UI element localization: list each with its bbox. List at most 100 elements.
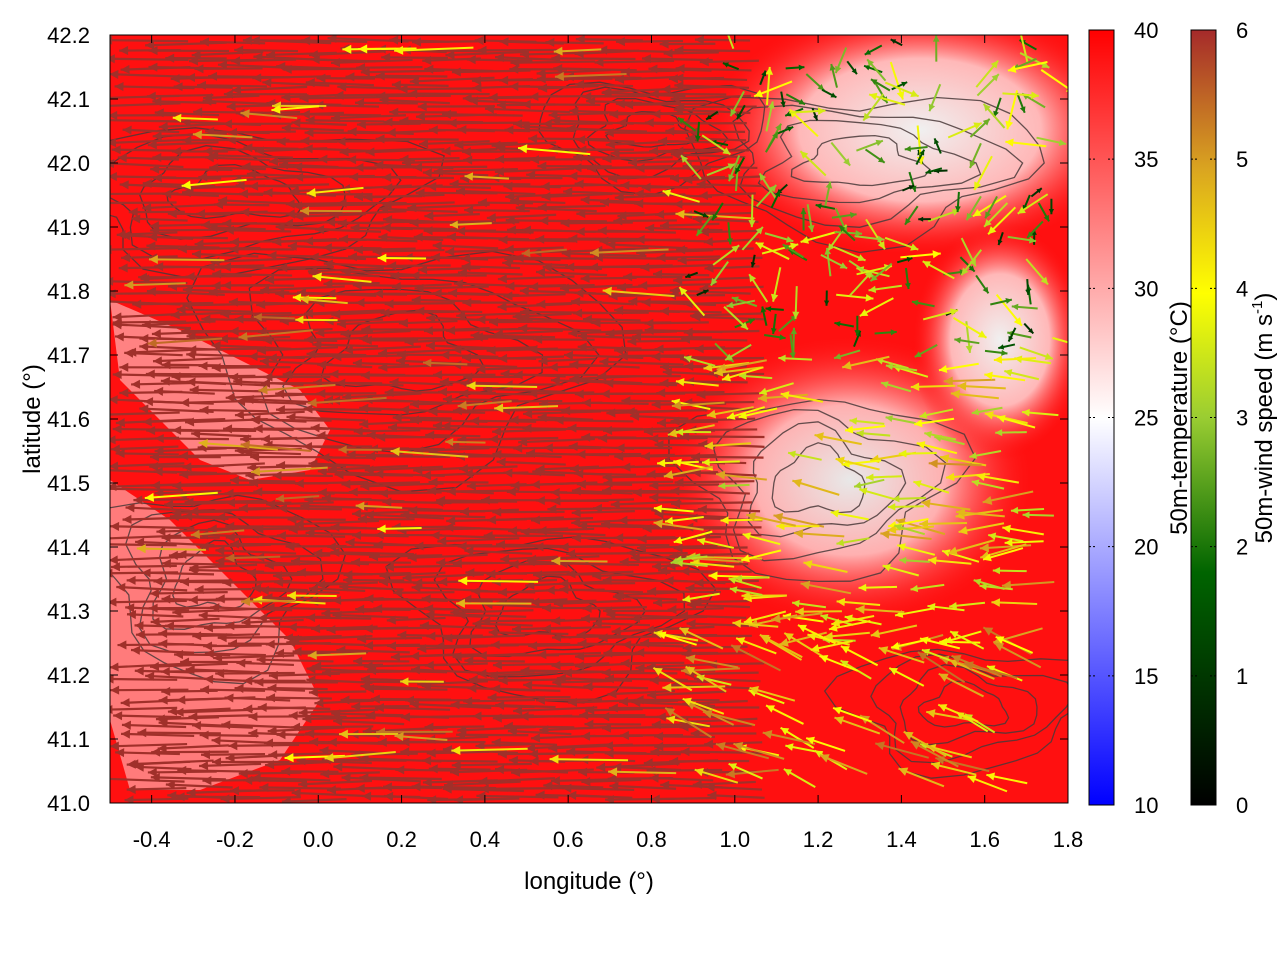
wind-vector-head bbox=[124, 348, 134, 358]
wind-vector-head bbox=[122, 125, 132, 135]
wind-vector-head bbox=[875, 139, 883, 147]
wind-vector-head bbox=[877, 235, 885, 243]
wind-vector-shaft bbox=[324, 751, 396, 760]
wind-vector-head bbox=[115, 418, 125, 428]
wind-vector-shaft bbox=[501, 408, 567, 412]
wind-vector-head bbox=[183, 511, 193, 521]
wind-vector-head bbox=[225, 532, 235, 542]
wind-vector-shaft bbox=[568, 329, 643, 335]
wind-vector-head bbox=[243, 676, 253, 686]
wind-vector-head bbox=[982, 553, 992, 562]
wind-vector-shaft bbox=[393, 591, 455, 594]
wind-vector-head bbox=[151, 747, 161, 757]
wind-vector-head bbox=[741, 591, 750, 601]
wind-vector-head bbox=[535, 495, 545, 506]
wind-vector-head bbox=[942, 549, 951, 557]
wind-vector-head bbox=[647, 586, 657, 596]
wind-vector-head bbox=[216, 512, 226, 522]
wind-vector-head bbox=[911, 299, 919, 306]
wind-vector-head bbox=[386, 615, 396, 625]
wind-vector-head bbox=[472, 711, 482, 721]
wind-vector-shaft bbox=[266, 696, 332, 700]
wind-vector-shaft bbox=[681, 337, 748, 342]
wind-vector-shaft bbox=[332, 354, 408, 359]
wind-vector-shaft bbox=[382, 176, 454, 180]
wind-vector-head bbox=[789, 242, 799, 250]
wind-vector-shaft bbox=[234, 48, 298, 53]
wind-vector-head bbox=[854, 481, 862, 489]
wind-vector-head bbox=[378, 232, 388, 242]
wind-vector-shaft bbox=[660, 309, 722, 314]
wind-vector-head bbox=[110, 54, 115, 64]
wind-vector-head bbox=[256, 345, 267, 355]
wind-vector-head bbox=[553, 46, 563, 56]
wind-vector-shaft bbox=[507, 729, 572, 736]
wind-vector-shaft bbox=[442, 113, 523, 117]
wind-vector-head bbox=[326, 625, 336, 635]
wind-vector-shaft bbox=[363, 193, 445, 199]
wind-vector-shaft bbox=[504, 128, 574, 132]
wind-vector-shaft bbox=[437, 537, 520, 543]
wind-vector-head bbox=[466, 481, 476, 491]
wind-vector-head bbox=[600, 197, 610, 207]
wind-vector-head bbox=[134, 621, 144, 631]
wind-vector-head bbox=[598, 633, 608, 643]
wind-vector-shaft bbox=[398, 319, 458, 325]
wind-vector-head bbox=[498, 353, 508, 363]
wind-vector-head bbox=[569, 464, 580, 474]
wind-vector-head bbox=[551, 556, 561, 566]
wind-vector-head bbox=[177, 244, 187, 254]
wind-vector-head bbox=[615, 443, 625, 453]
wind-vector-head bbox=[565, 262, 575, 272]
wind-vector-head bbox=[784, 632, 794, 642]
wind-vector-shaft bbox=[251, 586, 308, 592]
wind-vector-head bbox=[359, 419, 369, 429]
wind-vector-head bbox=[740, 321, 748, 330]
wind-vector-head bbox=[1036, 188, 1042, 194]
wind-vector-head bbox=[859, 487, 868, 495]
wind-vector-shaft bbox=[207, 526, 264, 531]
wind-vector-head bbox=[140, 274, 150, 284]
wind-vector-head bbox=[932, 35, 940, 42]
wind-vector-head bbox=[265, 275, 275, 285]
wind-vector-head bbox=[394, 45, 404, 55]
wind-vector-head bbox=[488, 92, 498, 102]
wind-vector-head bbox=[998, 344, 1005, 350]
wind-vector-head bbox=[452, 360, 462, 370]
wind-vector-head bbox=[400, 677, 409, 686]
wind-vector-shaft bbox=[142, 203, 216, 210]
wind-vector-shaft bbox=[670, 94, 751, 100]
wind-vector-head bbox=[141, 568, 151, 578]
wind-vector-head bbox=[111, 145, 121, 155]
wind-vector-head bbox=[150, 772, 160, 783]
wind-vector-shaft bbox=[249, 183, 330, 188]
wind-vector-head bbox=[734, 574, 743, 582]
wind-vector-head bbox=[240, 434, 250, 444]
wind-vector-head bbox=[654, 731, 664, 741]
wind-tick-label: 6 bbox=[1236, 18, 1248, 43]
wind-vector-head bbox=[310, 423, 320, 433]
wind-vector-shaft bbox=[628, 300, 689, 303]
wind-vector-head bbox=[398, 84, 408, 94]
wind-vector-head bbox=[982, 118, 990, 126]
wind-vector-head bbox=[436, 495, 446, 505]
wind-vector-head bbox=[757, 393, 768, 403]
wind-vector-head bbox=[779, 638, 789, 647]
wind-vector-head bbox=[225, 621, 235, 631]
wind-vector-head bbox=[569, 360, 579, 370]
wind-vector-head bbox=[417, 644, 427, 654]
wind-vector-shaft bbox=[218, 199, 294, 205]
wind-vector-head bbox=[110, 395, 118, 405]
wind-vector-head bbox=[950, 389, 960, 399]
wind-vector-shaft bbox=[426, 634, 483, 638]
wind-vector-head bbox=[653, 667, 663, 676]
wind-vector-head bbox=[198, 172, 208, 182]
wind-vector-head bbox=[435, 641, 445, 651]
wind-vector-head bbox=[316, 430, 326, 441]
wind-vector-head bbox=[391, 282, 401, 292]
wind-vector-head bbox=[110, 674, 114, 684]
wind-vector-head bbox=[379, 577, 389, 587]
wind-vector-shaft bbox=[228, 743, 300, 747]
wind-vector-shaft bbox=[687, 603, 750, 609]
wind-vector-head bbox=[830, 509, 839, 518]
